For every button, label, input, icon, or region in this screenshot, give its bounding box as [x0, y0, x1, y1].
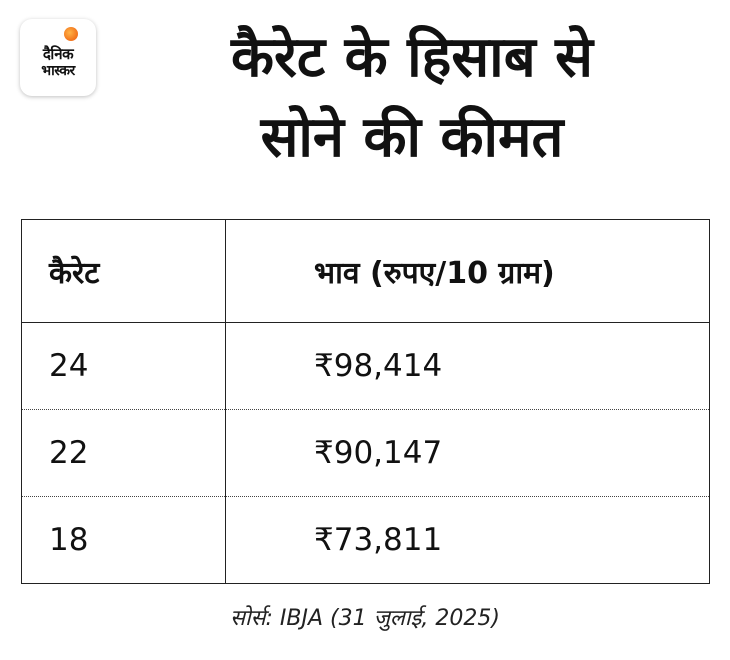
table-row: 18 ₹73,811	[21, 496, 710, 584]
source-note: सोर्स: IBJA (31 जुलाई, 2025)	[230, 606, 500, 631]
price-cell: ₹73,811	[225, 496, 710, 584]
logo-text-line1: दैनिक	[42, 45, 74, 63]
table-row: 22 ₹90,147	[21, 409, 710, 497]
title-line1: कैरेट के हिसाब से	[230, 25, 594, 90]
price-cell: ₹98,414	[314, 348, 443, 384]
gold-price-table: कैरेट भाव (रुपए/10 ग्राम) 24 ₹98,414 22 …	[21, 219, 710, 584]
page-title: कैरेट के हिसाब से सोने की कीमत	[132, 18, 692, 178]
header-price: भाव (रुपए/10 ग्राम)	[225, 219, 710, 323]
table-row: 24 ₹98,414	[21, 322, 710, 410]
sun-icon	[64, 27, 78, 41]
title-line2: सोने की कीमत	[260, 105, 564, 170]
dainik-bhaskar-logo: दैनिक भास्कर	[20, 19, 96, 96]
karat-cell: 24	[21, 322, 226, 410]
karat-cell: 22	[21, 409, 226, 497]
logo-text-line2: भास्कर	[41, 63, 75, 79]
karat-cell: 18	[21, 496, 226, 584]
table-header-row: कैरेट भाव (रुपए/10 ग्राम)	[21, 219, 710, 323]
header-karat: कैरेट	[21, 219, 226, 323]
price-cell: ₹90,147	[225, 409, 710, 497]
